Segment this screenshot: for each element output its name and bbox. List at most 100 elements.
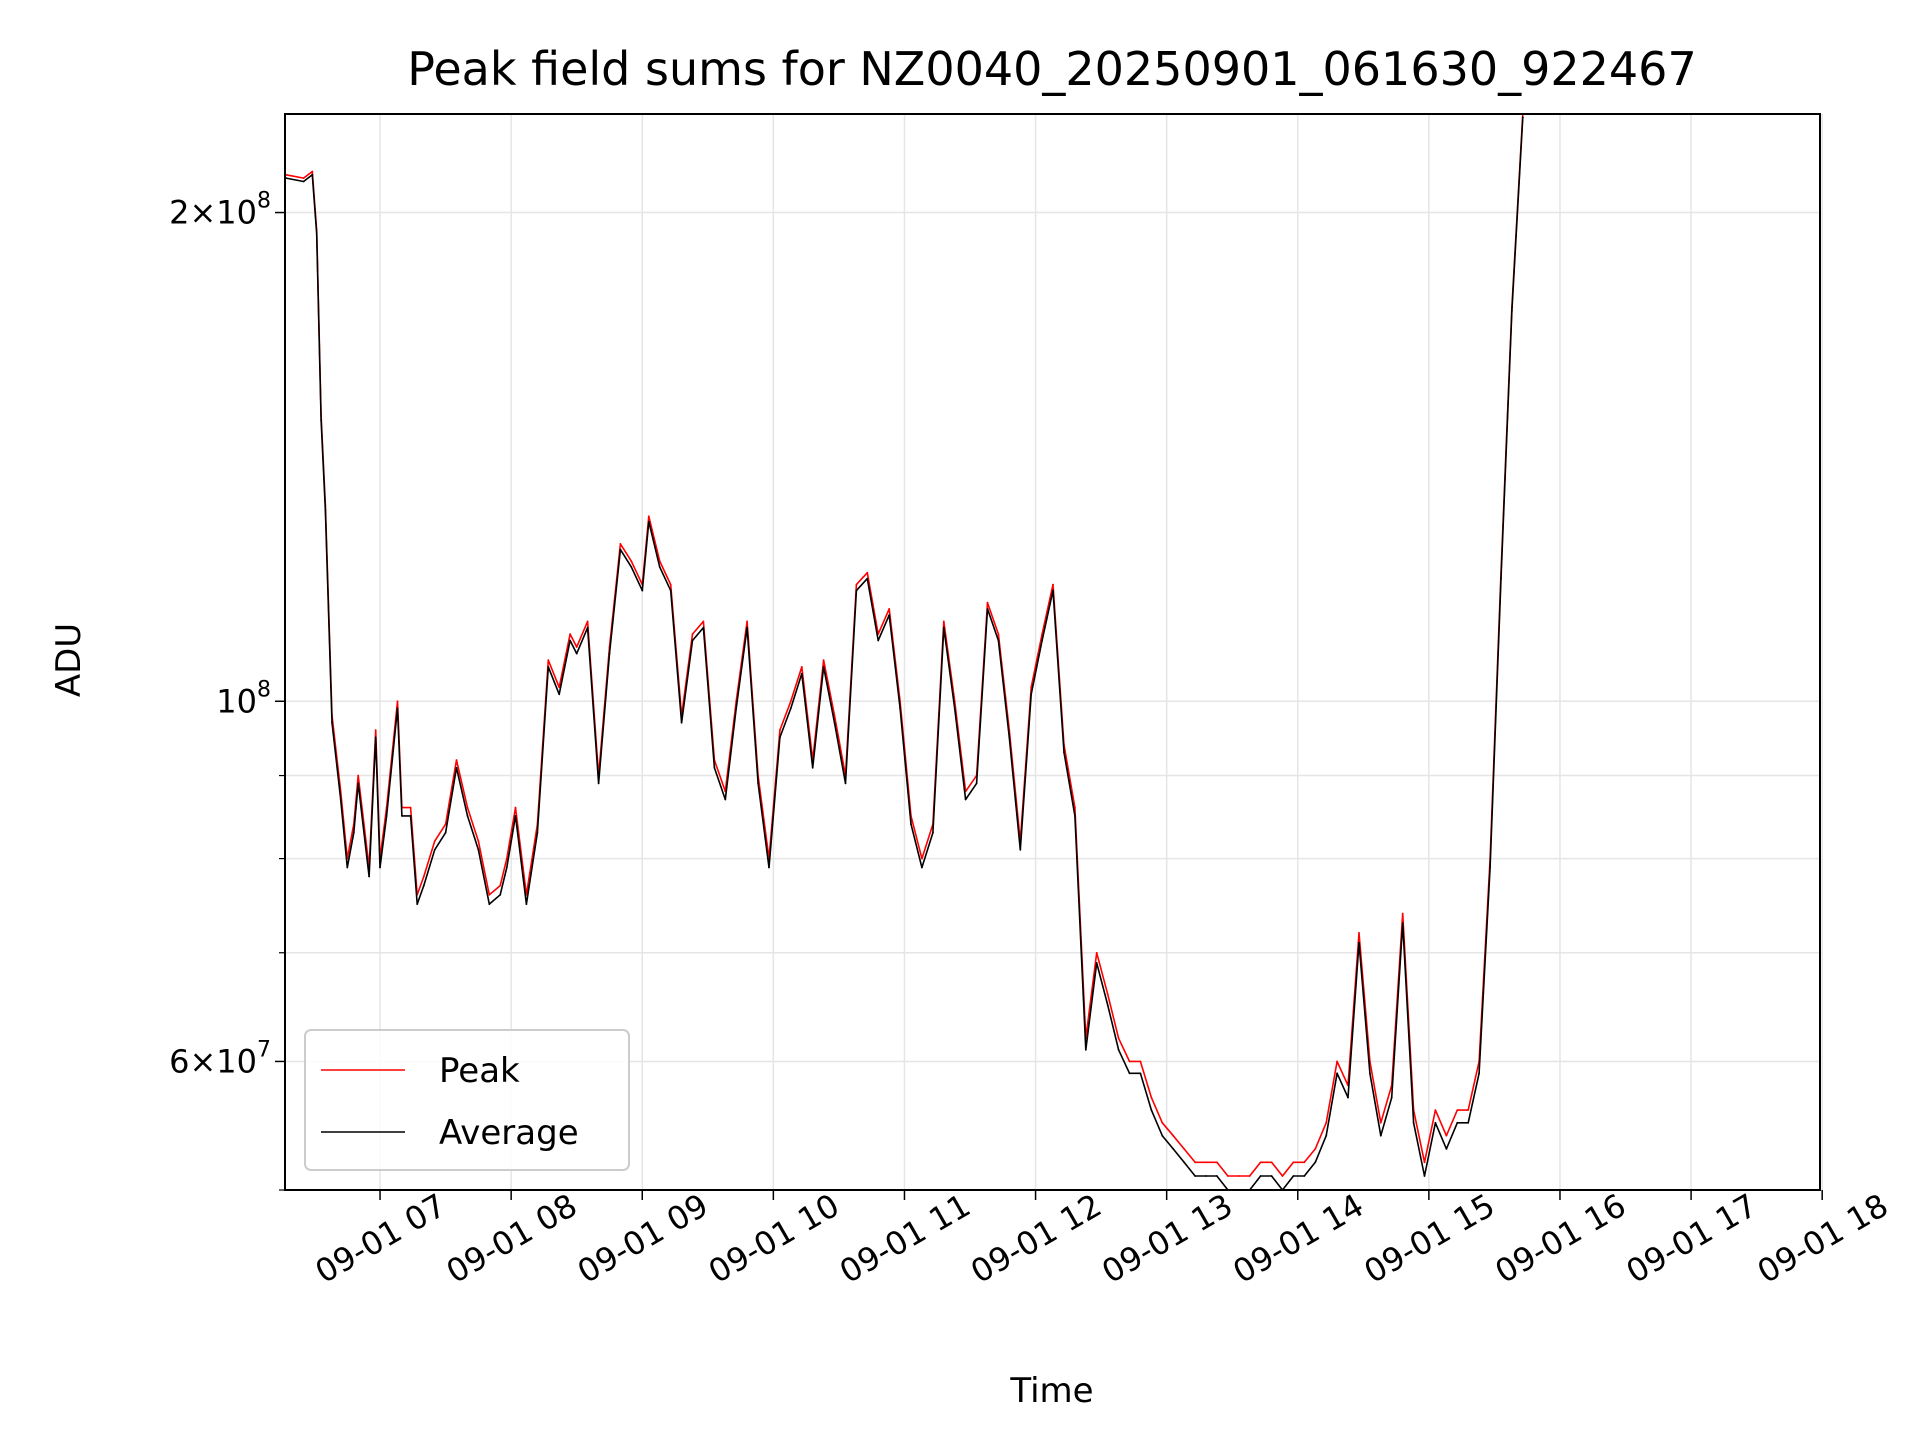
data-point-peak [409, 806, 412, 809]
data-point-peak [1358, 932, 1360, 934]
data-point-average [768, 866, 770, 869]
data-point-peak [833, 714, 836, 717]
data-point-average [1401, 922, 1404, 925]
data-point-average [374, 736, 377, 739]
data-point-average [1117, 1048, 1120, 1051]
legend-label-peak: Peak [439, 1051, 520, 1091]
data-point-peak [374, 729, 377, 731]
data-point-average [455, 766, 458, 769]
data-point-average [324, 510, 327, 512]
data-point-peak [1128, 1060, 1131, 1063]
y-axis-label: ADU [49, 623, 89, 697]
data-point-average [757, 782, 759, 785]
data-point-average [975, 782, 978, 785]
data-point-average [1063, 751, 1065, 754]
data-point-average [964, 798, 967, 801]
data-point-peak [1270, 1161, 1273, 1164]
data-point-peak [619, 543, 622, 545]
data-point-peak [789, 700, 792, 703]
data-point-peak [477, 840, 480, 843]
data-point-average [1084, 1048, 1087, 1051]
data-point-peak [1227, 1175, 1229, 1177]
data-point-average [921, 866, 923, 869]
data-point-peak [1183, 1148, 1185, 1150]
data-point-average [433, 848, 436, 851]
data-point-average [1292, 1175, 1295, 1177]
data-point-peak [1336, 1060, 1338, 1063]
data-point-average [1369, 1072, 1371, 1075]
data-point-peak [1248, 1175, 1251, 1177]
data-point-peak [1292, 1161, 1295, 1164]
data-point-peak [1074, 806, 1076, 809]
data-point-peak [822, 659, 825, 662]
data-point-average [536, 831, 539, 834]
data-point-peak [746, 620, 748, 623]
data-point-peak [1401, 912, 1404, 915]
data-point-average [422, 884, 425, 887]
data-point-peak [1259, 1161, 1262, 1164]
series-peak-line [285, 113, 1524, 1177]
data-point-average [866, 577, 869, 580]
data-point-average [1434, 1121, 1437, 1124]
y-tick-base: 10 [216, 1042, 257, 1080]
data-point-average [877, 639, 880, 642]
data-point-peak [433, 840, 436, 843]
data-point-peak [1106, 993, 1109, 996]
data-point-average [1270, 1175, 1273, 1177]
data-point-peak [1030, 686, 1033, 689]
y-tick-base: 10 [216, 682, 257, 720]
data-point-average [702, 626, 705, 629]
data-point-average [811, 766, 814, 769]
data-point-average [416, 903, 419, 905]
data-point-average [680, 721, 683, 724]
legend-box [304, 1029, 630, 1171]
data-point-peak [422, 875, 425, 878]
data-point-peak [1303, 1161, 1306, 1164]
data-point-average [1423, 1175, 1426, 1177]
data-point-peak [1052, 583, 1054, 586]
data-point-peak [658, 560, 661, 562]
data-point-peak [1139, 1060, 1142, 1063]
y-tick-times: × [189, 1042, 216, 1080]
data-point-peak [855, 583, 858, 586]
data-point-average [669, 589, 672, 592]
data-point-average [833, 721, 836, 724]
data-point-peak [986, 601, 989, 604]
data-point-average [789, 707, 792, 710]
legend: Peak Average [304, 1029, 630, 1171]
data-point-peak [630, 560, 633, 562]
data-point-peak [800, 666, 803, 668]
data-point-average [899, 707, 901, 710]
data-point-average [1456, 1121, 1459, 1124]
data-point-peak [669, 583, 672, 586]
data-point-average [357, 782, 360, 785]
data-point-average [1216, 1175, 1218, 1177]
data-point-average [691, 639, 694, 642]
data-point-average [514, 815, 517, 817]
data-point-peak [505, 857, 508, 860]
data-point-average [1106, 1004, 1109, 1006]
data-point-peak [647, 515, 650, 518]
data-point-peak [1456, 1109, 1459, 1111]
data-point-average [488, 903, 491, 905]
data-point-average [466, 815, 469, 817]
data-point-peak [1205, 1161, 1207, 1164]
data-point-peak [702, 620, 705, 623]
data-point-average [1412, 1121, 1415, 1124]
data-point-average [1030, 693, 1033, 696]
data-point-average [1041, 639, 1043, 642]
data-point-peak [569, 633, 571, 635]
data-point-average [1259, 1175, 1262, 1177]
y-tick-label: 6×107 [169, 1037, 271, 1080]
data-point-average [1347, 1096, 1349, 1099]
data-point-average [547, 666, 550, 668]
data-point-average [1467, 1121, 1470, 1124]
data-point-average [331, 721, 333, 724]
chart-title: Peak field sums for NZ0040_20250901_0616… [407, 42, 1696, 96]
data-point-average [320, 419, 322, 421]
data-point-peak [1467, 1109, 1470, 1111]
data-point-average [1478, 1072, 1480, 1075]
data-point-average [368, 875, 370, 878]
